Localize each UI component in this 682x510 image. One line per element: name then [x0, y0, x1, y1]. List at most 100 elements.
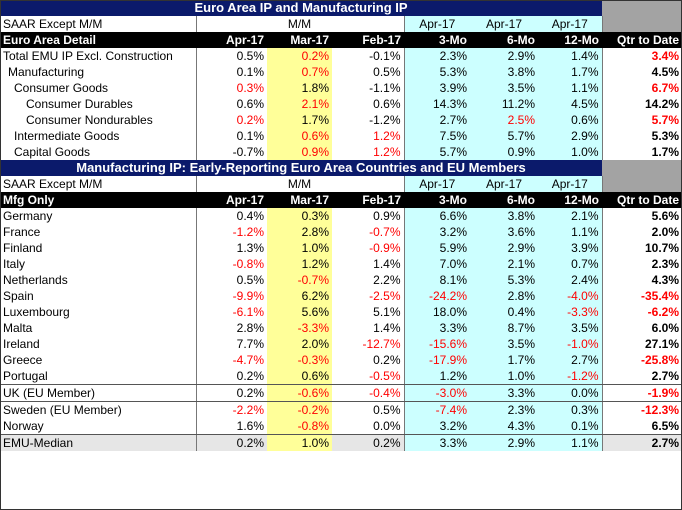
section2-banner: Manufacturing IP: Early-Reporting Euro A… — [0, 160, 682, 176]
value-6-mo: 3.5% — [470, 336, 538, 352]
table-row: Ireland 7.7% 2.0% -12.7% -15.6% 3.5% -1.0% 27.1… — [0, 336, 682, 352]
value-6-mo: 2.9% — [470, 48, 538, 64]
table-row: Greece -4.7% -0.3% 0.2% -17.9% 1.7% 2.7% -25.8% — [0, 352, 682, 368]
value-mar-17: 0.6% — [267, 368, 332, 385]
value-3-mo: 6.6% — [404, 208, 470, 224]
value-feb-17: 1.4% — [332, 320, 405, 336]
value-feb-17: -0.5% — [332, 368, 405, 385]
value-feb-17: 1.2% — [332, 144, 405, 160]
value-3-mo: 8.1% — [404, 272, 470, 288]
table-row: Luxembourg -6.1% 5.6% 5.1% 18.0% 0.4% -3.3% -6.… — [0, 304, 682, 320]
row-label: Consumer Durables — [0, 96, 197, 112]
value-12-mo: 0.6% — [538, 112, 603, 128]
value-apr-17: 0.2% — [196, 434, 267, 451]
table-row: Sweden (EU Member) -2.2% -0.2% 0.5% -7.4% 2.3… — [0, 401, 682, 418]
table-row: Norway 1.6% -0.8% 0.0% 3.2% 4.3% 0.1% 6.5% — [0, 418, 682, 435]
subheader-apr-17 — [196, 176, 267, 192]
value-3-mo: 3.2% — [404, 224, 470, 240]
value-qtr-to-date: 6.7% — [651, 81, 680, 95]
subheader-3-mo: Apr-17 — [404, 176, 470, 192]
value-mar-17: 1.2% — [267, 256, 332, 272]
value-apr-17: -0.7% — [232, 145, 264, 159]
value-mar-17: 2.8% — [267, 224, 332, 240]
value-3-mo: 14.3% — [404, 96, 470, 112]
subheader-qtr-to-date — [602, 176, 682, 192]
value-qtr-to-date: 10.7% — [644, 241, 680, 255]
value-feb-17: 0.9% — [332, 208, 405, 224]
value-3-mo: 18.0% — [404, 304, 470, 320]
value-6-mo: 3.8% — [470, 64, 538, 80]
section1-column-headers: Euro Area Detail Apr-17 Mar-17 Feb-17 3-Mo 6-… — [0, 32, 682, 48]
table-row: Malta 2.8% -3.3% 1.4% 3.3% 8.7% 3.5% 6.0% — [0, 320, 682, 336]
value-apr-17: 0.1% — [236, 65, 264, 79]
value-mar-17: -0.3% — [267, 352, 332, 368]
value-feb-17: 1.2% — [332, 128, 405, 144]
value-12-mo: 3.5% — [538, 320, 603, 336]
value-feb-17: -0.1% — [332, 48, 405, 64]
column-header-3-mo: 3-Mo — [404, 192, 470, 208]
table-row: Finland 1.3% 1.0% -0.9% 5.9% 2.9% 3.9% 10.7% — [0, 240, 682, 256]
table-row: Portugal 0.2% 0.6% -0.5% 1.2% 1.0% -1.2% 2.7% — [0, 368, 682, 385]
value-mar-17: -0.6% — [267, 384, 332, 402]
banner-gray-cell — [602, 0, 682, 16]
value-mar-17: 0.9% — [267, 144, 332, 160]
value-feb-17: -1.2% — [332, 112, 405, 128]
value-qtr-to-date: 14.2% — [644, 97, 680, 111]
table-row: Consumer Goods 0.3% 1.8% -1.1% 3.9% 3.5% 1.1% 6… — [0, 80, 682, 96]
value-apr-17: 0.5% — [236, 273, 264, 287]
value-12-mo: 2.7% — [538, 352, 603, 368]
value-6-mo: 0.4% — [470, 304, 538, 320]
value-apr-17: 0.3% — [236, 81, 264, 95]
value-qtr-to-date: 3.4% — [651, 49, 680, 63]
value-qtr-to-date: -6.2% — [647, 305, 680, 319]
value-feb-17: 2.2% — [332, 272, 405, 288]
value-6-mo: 4.3% — [470, 418, 538, 435]
value-feb-17: 0.6% — [332, 96, 405, 112]
value-3-mo: 5.7% — [404, 144, 470, 160]
subheader-qtr-to-date — [602, 16, 682, 32]
value-feb-17: 0.2% — [332, 434, 405, 451]
value-3-mo: 5.9% — [404, 240, 470, 256]
value-apr-17: -1.2% — [232, 225, 264, 239]
row-label: Capital Goods — [0, 144, 197, 160]
value-mar-17: 6.2% — [267, 288, 332, 304]
row-label: Netherlands — [0, 272, 197, 288]
column-header-6-mo: 6-Mo — [470, 192, 538, 208]
value-6-mo: 1.7% — [470, 352, 538, 368]
value-qtr-to-date: 27.1% — [644, 337, 680, 351]
value-12-mo: 0.0% — [538, 384, 603, 402]
value-12-mo: -1.0% — [538, 336, 603, 352]
row-label: France — [0, 224, 197, 240]
subheader-feb-17 — [332, 176, 405, 192]
value-mar-17: -3.3% — [267, 320, 332, 336]
column-header-apr-17: Apr-17 — [196, 32, 267, 48]
value-6-mo: 5.3% — [470, 272, 538, 288]
row-label: Ireland — [0, 336, 197, 352]
column-header-feb-17: Feb-17 — [332, 32, 404, 48]
subheader-6-mo: Apr-17 — [470, 16, 538, 32]
value-feb-17: 0.5% — [332, 401, 405, 418]
row-label: Finland — [0, 240, 197, 256]
value-6-mo: 3.5% — [470, 80, 538, 96]
value-3-mo: -3.0% — [404, 384, 470, 402]
row-label: Total EMU IP Excl. Construction — [0, 48, 197, 64]
table-row: Capital Goods -0.7% 0.9% 1.2% 5.7% 0.9% 1.0% 1.… — [0, 144, 682, 160]
value-mar-17: 1.8% — [267, 80, 332, 96]
row-label: Spain — [0, 288, 197, 304]
row-label: Greece — [0, 352, 197, 368]
table-row: Consumer Nondurables 0.2% 1.7% -1.2% 2.7% 2.5… — [0, 112, 682, 128]
value-apr-17: -2.2% — [232, 403, 264, 417]
table-row: Spain -9.9% 6.2% -2.5% -24.2% 2.8% -4.0% -35.4% — [0, 288, 682, 304]
value-12-mo: 2.4% — [538, 272, 603, 288]
column-header-6-mo: 6-Mo — [470, 32, 538, 48]
value-12-mo: 1.1% — [538, 80, 603, 96]
value-feb-17: 0.2% — [332, 352, 405, 368]
value-mar-17: 5.6% — [267, 304, 332, 320]
value-mar-17: 1.0% — [267, 434, 332, 451]
value-12-mo: 1.4% — [538, 48, 603, 64]
value-qtr-to-date: 6.5% — [602, 418, 682, 435]
value-qtr-to-date: -1.9% — [602, 384, 682, 402]
value-3-mo: 7.0% — [404, 256, 470, 272]
ip-table: Euro Area IP and Manufacturing IP SAAR Ex… — [0, 0, 682, 451]
row-label: Consumer Goods — [0, 80, 197, 96]
